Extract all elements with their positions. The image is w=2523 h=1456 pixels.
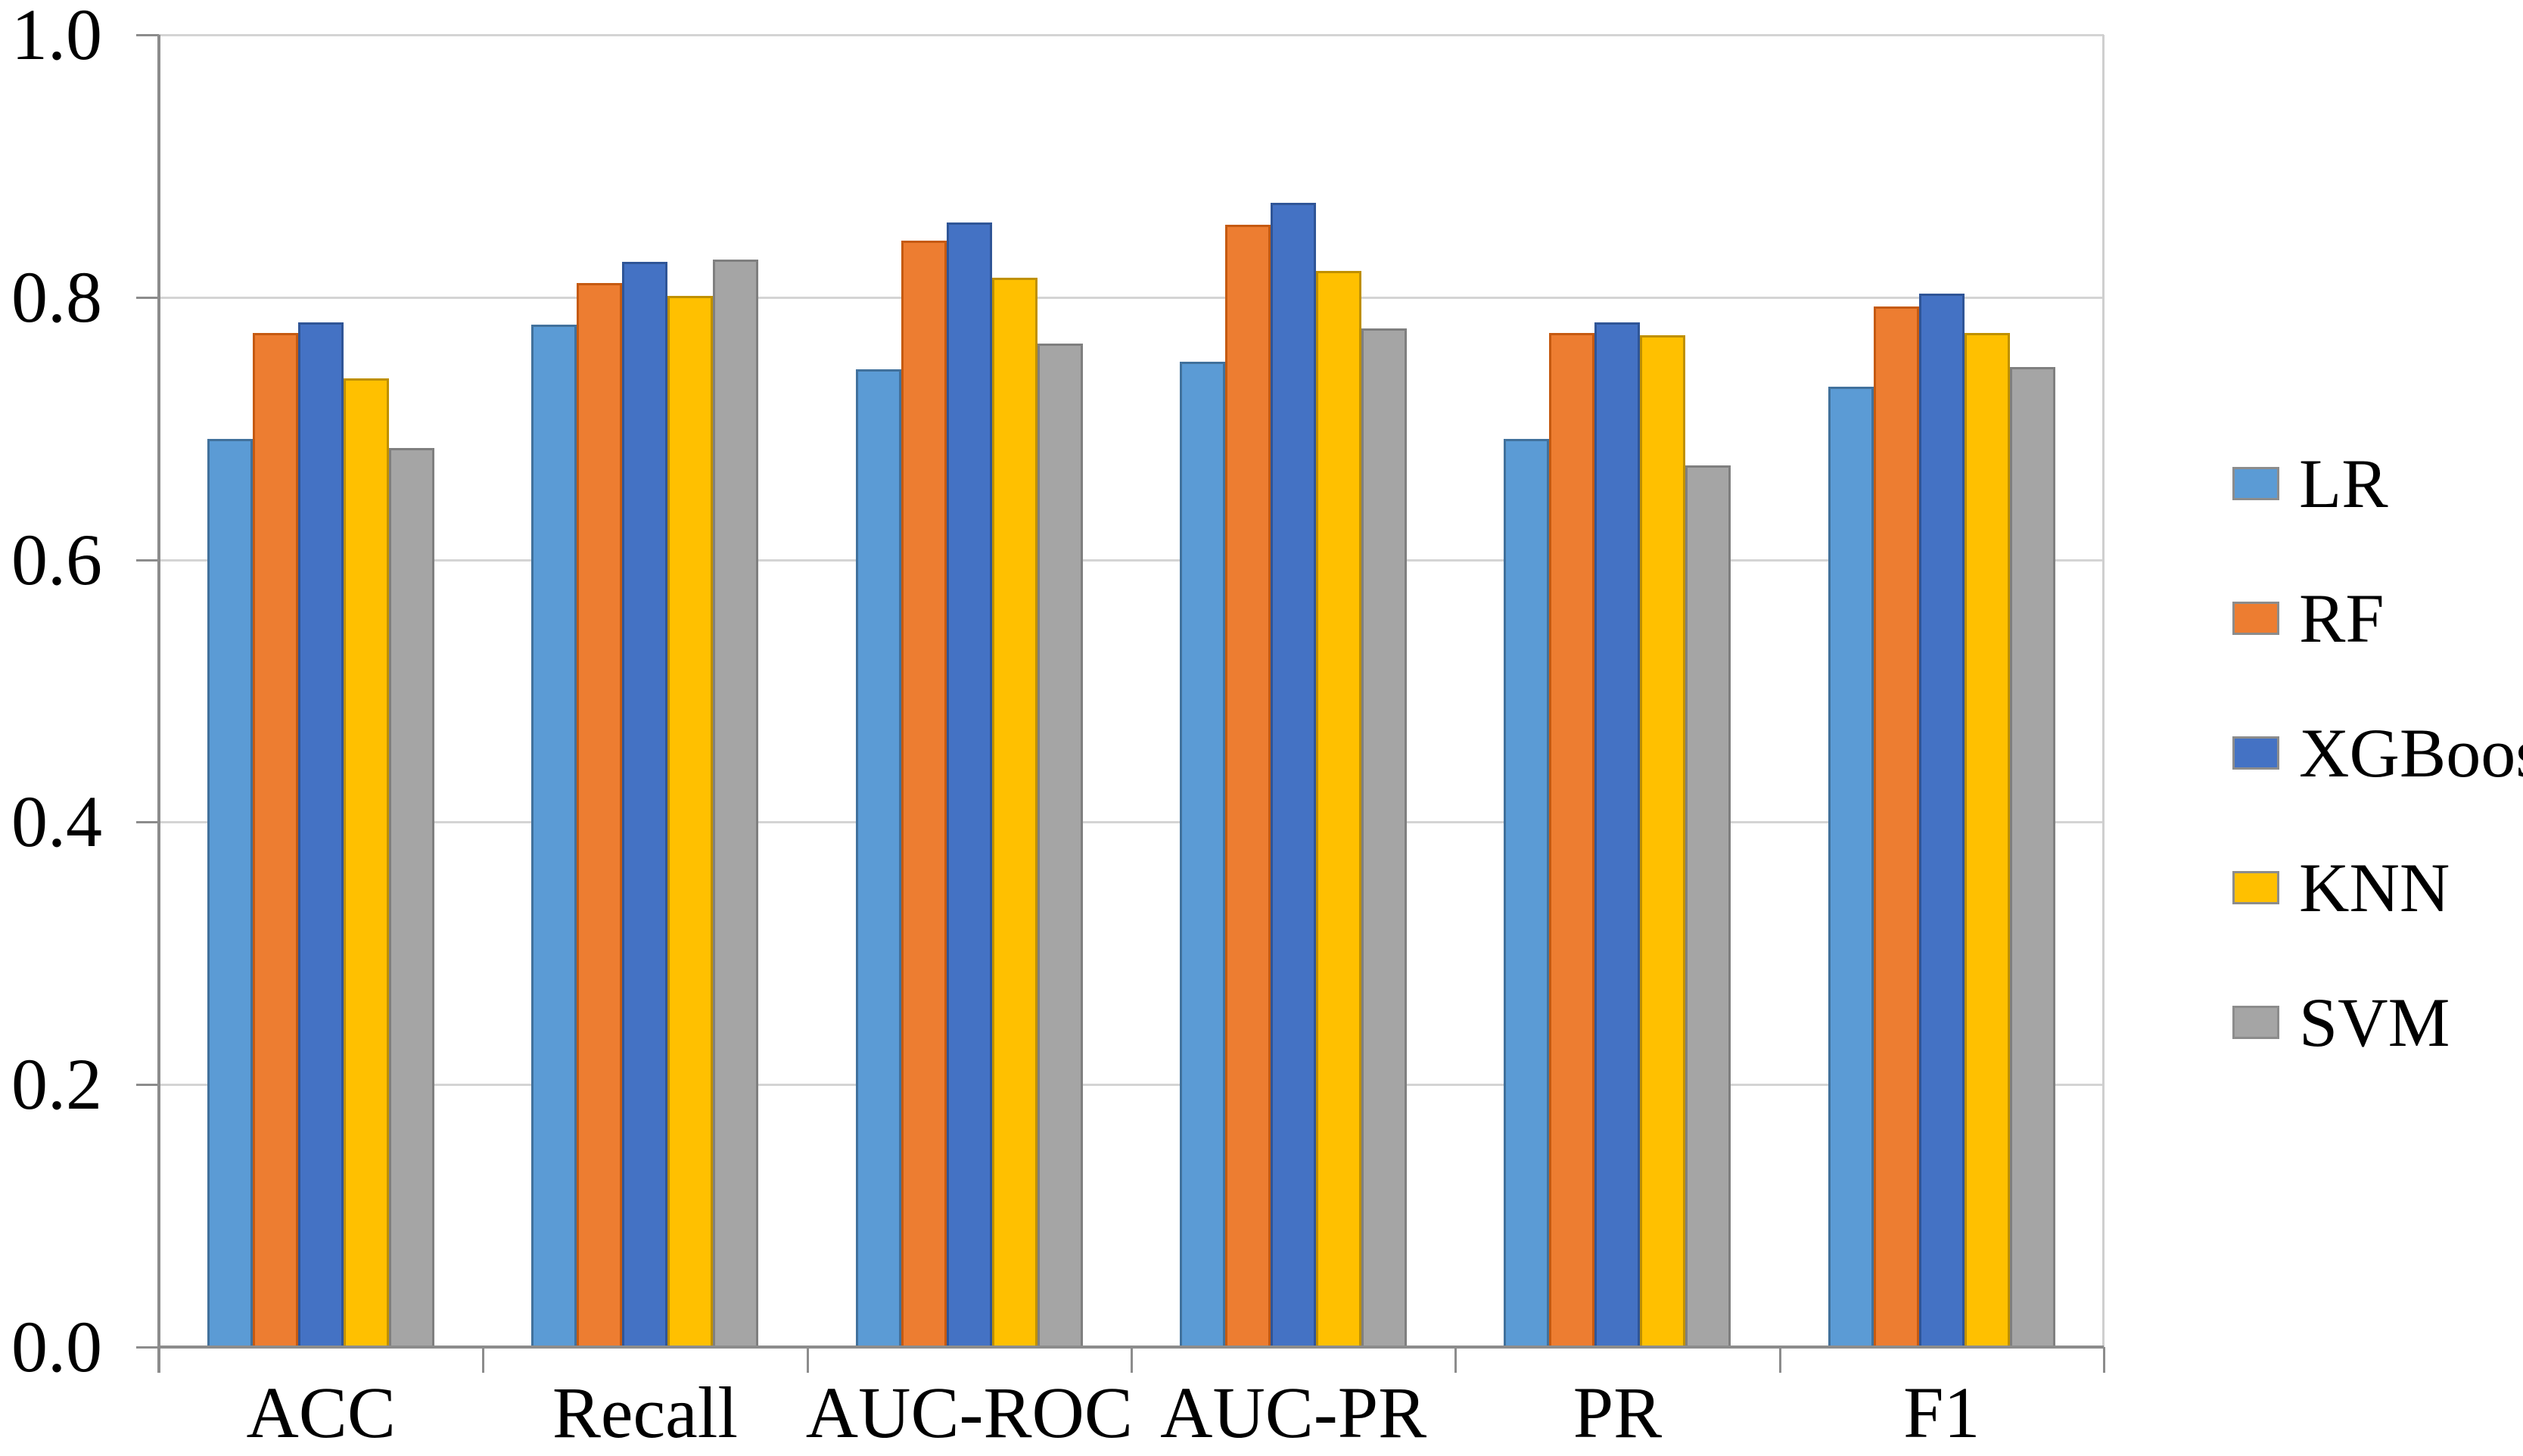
y-tick-label: 1.0 xyxy=(11,0,102,75)
gridline-y-1.0 xyxy=(159,34,2104,36)
bar-LR-AUC-PR xyxy=(1180,361,1226,1347)
bar-SVM-F1 xyxy=(2009,366,2055,1347)
bar-SVM-ACC xyxy=(389,448,435,1347)
bar-group-AUC-ROC xyxy=(807,35,1131,1347)
gridline-y-0.6 xyxy=(159,558,2104,562)
x-category-label-Recall: Recall xyxy=(552,1372,739,1453)
legend-item-LR: LR xyxy=(2232,416,2523,551)
bar-XGBoost-ACC xyxy=(298,322,344,1347)
y-tick-label: 0.0 xyxy=(11,1306,102,1387)
bar-RF-PR xyxy=(1549,332,1595,1347)
x-tick-mark xyxy=(1131,1347,1133,1373)
legend-item-KNN: KNN xyxy=(2232,820,2523,955)
y-tick-label: 0.2 xyxy=(11,1044,102,1125)
bar-SVM-Recall xyxy=(713,259,759,1347)
x-tick-mark xyxy=(1454,1347,1457,1373)
y-axis-line xyxy=(157,35,160,1373)
legend-item-RF: RF xyxy=(2232,551,2523,686)
y-tick-mark xyxy=(136,558,159,562)
bar-KNN-AUC-PR xyxy=(1316,271,1362,1347)
legend-swatch-SVM xyxy=(2232,1006,2279,1039)
legend-swatch-XGBoost xyxy=(2232,736,2279,770)
bar-SVM-PR xyxy=(1685,465,1731,1347)
legend: LR RF XGBoost KNN SVM xyxy=(2232,416,2523,1090)
x-category-label-F1: F1 xyxy=(1903,1372,1980,1453)
x-tick-mark xyxy=(1778,1347,1781,1373)
bar-LR-Recall xyxy=(531,325,577,1347)
bar-SVM-AUC-PR xyxy=(1361,328,1408,1347)
bar-RF-F1 xyxy=(1873,306,1919,1347)
gridline-y-0.4 xyxy=(159,821,2104,824)
plot-right-border xyxy=(2102,35,2105,1347)
legend-swatch-RF xyxy=(2232,602,2279,635)
legend-item-XGBoost: XGBoost xyxy=(2232,686,2523,820)
bar-group-PR xyxy=(1455,35,1779,1347)
y-tick-mark xyxy=(136,34,159,36)
bar-KNN-F1 xyxy=(1964,332,2010,1347)
bar-XGBoost-AUC-ROC xyxy=(946,222,992,1347)
x-tick-mark xyxy=(158,1347,160,1373)
bar-XGBoost-PR xyxy=(1594,322,1641,1347)
bar-RF-AUC-PR xyxy=(1225,225,1271,1347)
gridline-y-0.2 xyxy=(159,1084,2104,1087)
bar-group-AUC-PR xyxy=(1131,35,1455,1347)
legend-label-KNN: KNN xyxy=(2299,849,2450,926)
bar-KNN-ACC xyxy=(344,378,390,1347)
x-category-label-AUC-PR: AUC-PR xyxy=(1160,1372,1427,1453)
bar-RF-AUC-ROC xyxy=(901,241,947,1347)
bar-KNN-Recall xyxy=(667,296,714,1347)
bar-RF-Recall xyxy=(577,282,623,1347)
y-tick-mark xyxy=(136,821,159,824)
y-tick-mark xyxy=(136,1346,159,1349)
bar-XGBoost-F1 xyxy=(1918,293,1965,1347)
bar-group-F1 xyxy=(1780,35,2104,1347)
gridline-y-0.8 xyxy=(159,296,2104,299)
bar-group-Recall xyxy=(483,35,807,1347)
bar-KNN-PR xyxy=(1640,335,1686,1347)
bar-XGBoost-AUC-PR xyxy=(1271,202,1317,1347)
bar-group-ACC xyxy=(159,35,483,1347)
bar-LR-ACC xyxy=(207,439,254,1347)
bar-LR-PR xyxy=(1504,439,1550,1347)
bar-RF-ACC xyxy=(253,332,299,1347)
bar-KNN-AUC-ROC xyxy=(991,277,1038,1347)
bar-LR-F1 xyxy=(1828,386,1874,1347)
y-tick-label: 0.6 xyxy=(11,518,102,600)
legend-label-LR: LR xyxy=(2299,445,2388,522)
bar-LR-AUC-ROC xyxy=(855,369,901,1347)
x-tick-mark xyxy=(806,1347,809,1373)
x-category-label-AUC-ROC: AUC-ROC xyxy=(805,1372,1133,1453)
bar-SVM-AUC-ROC xyxy=(1037,343,1083,1347)
x-tick-mark xyxy=(2103,1347,2105,1373)
plot-area xyxy=(159,34,2104,1349)
legend-item-SVM: SVM xyxy=(2232,955,2523,1090)
legend-label-RF: RF xyxy=(2299,580,2385,657)
legend-label-XGBoost: XGBoost xyxy=(2299,714,2523,792)
bar-groups-layer xyxy=(159,35,2104,1347)
bar-XGBoost-Recall xyxy=(622,261,668,1347)
legend-swatch-KNN xyxy=(2232,871,2279,904)
x-category-label-ACC: ACC xyxy=(246,1372,396,1453)
legend-label-SVM: SVM xyxy=(2299,984,2450,1061)
x-tick-mark xyxy=(482,1347,485,1373)
y-tick-mark xyxy=(136,296,159,299)
legend-swatch-LR xyxy=(2232,467,2279,500)
y-tick-mark xyxy=(136,1084,159,1087)
y-tick-label: 0.8 xyxy=(11,256,102,338)
x-category-label-PR: PR xyxy=(1573,1372,1663,1453)
y-tick-label: 0.4 xyxy=(11,781,102,863)
